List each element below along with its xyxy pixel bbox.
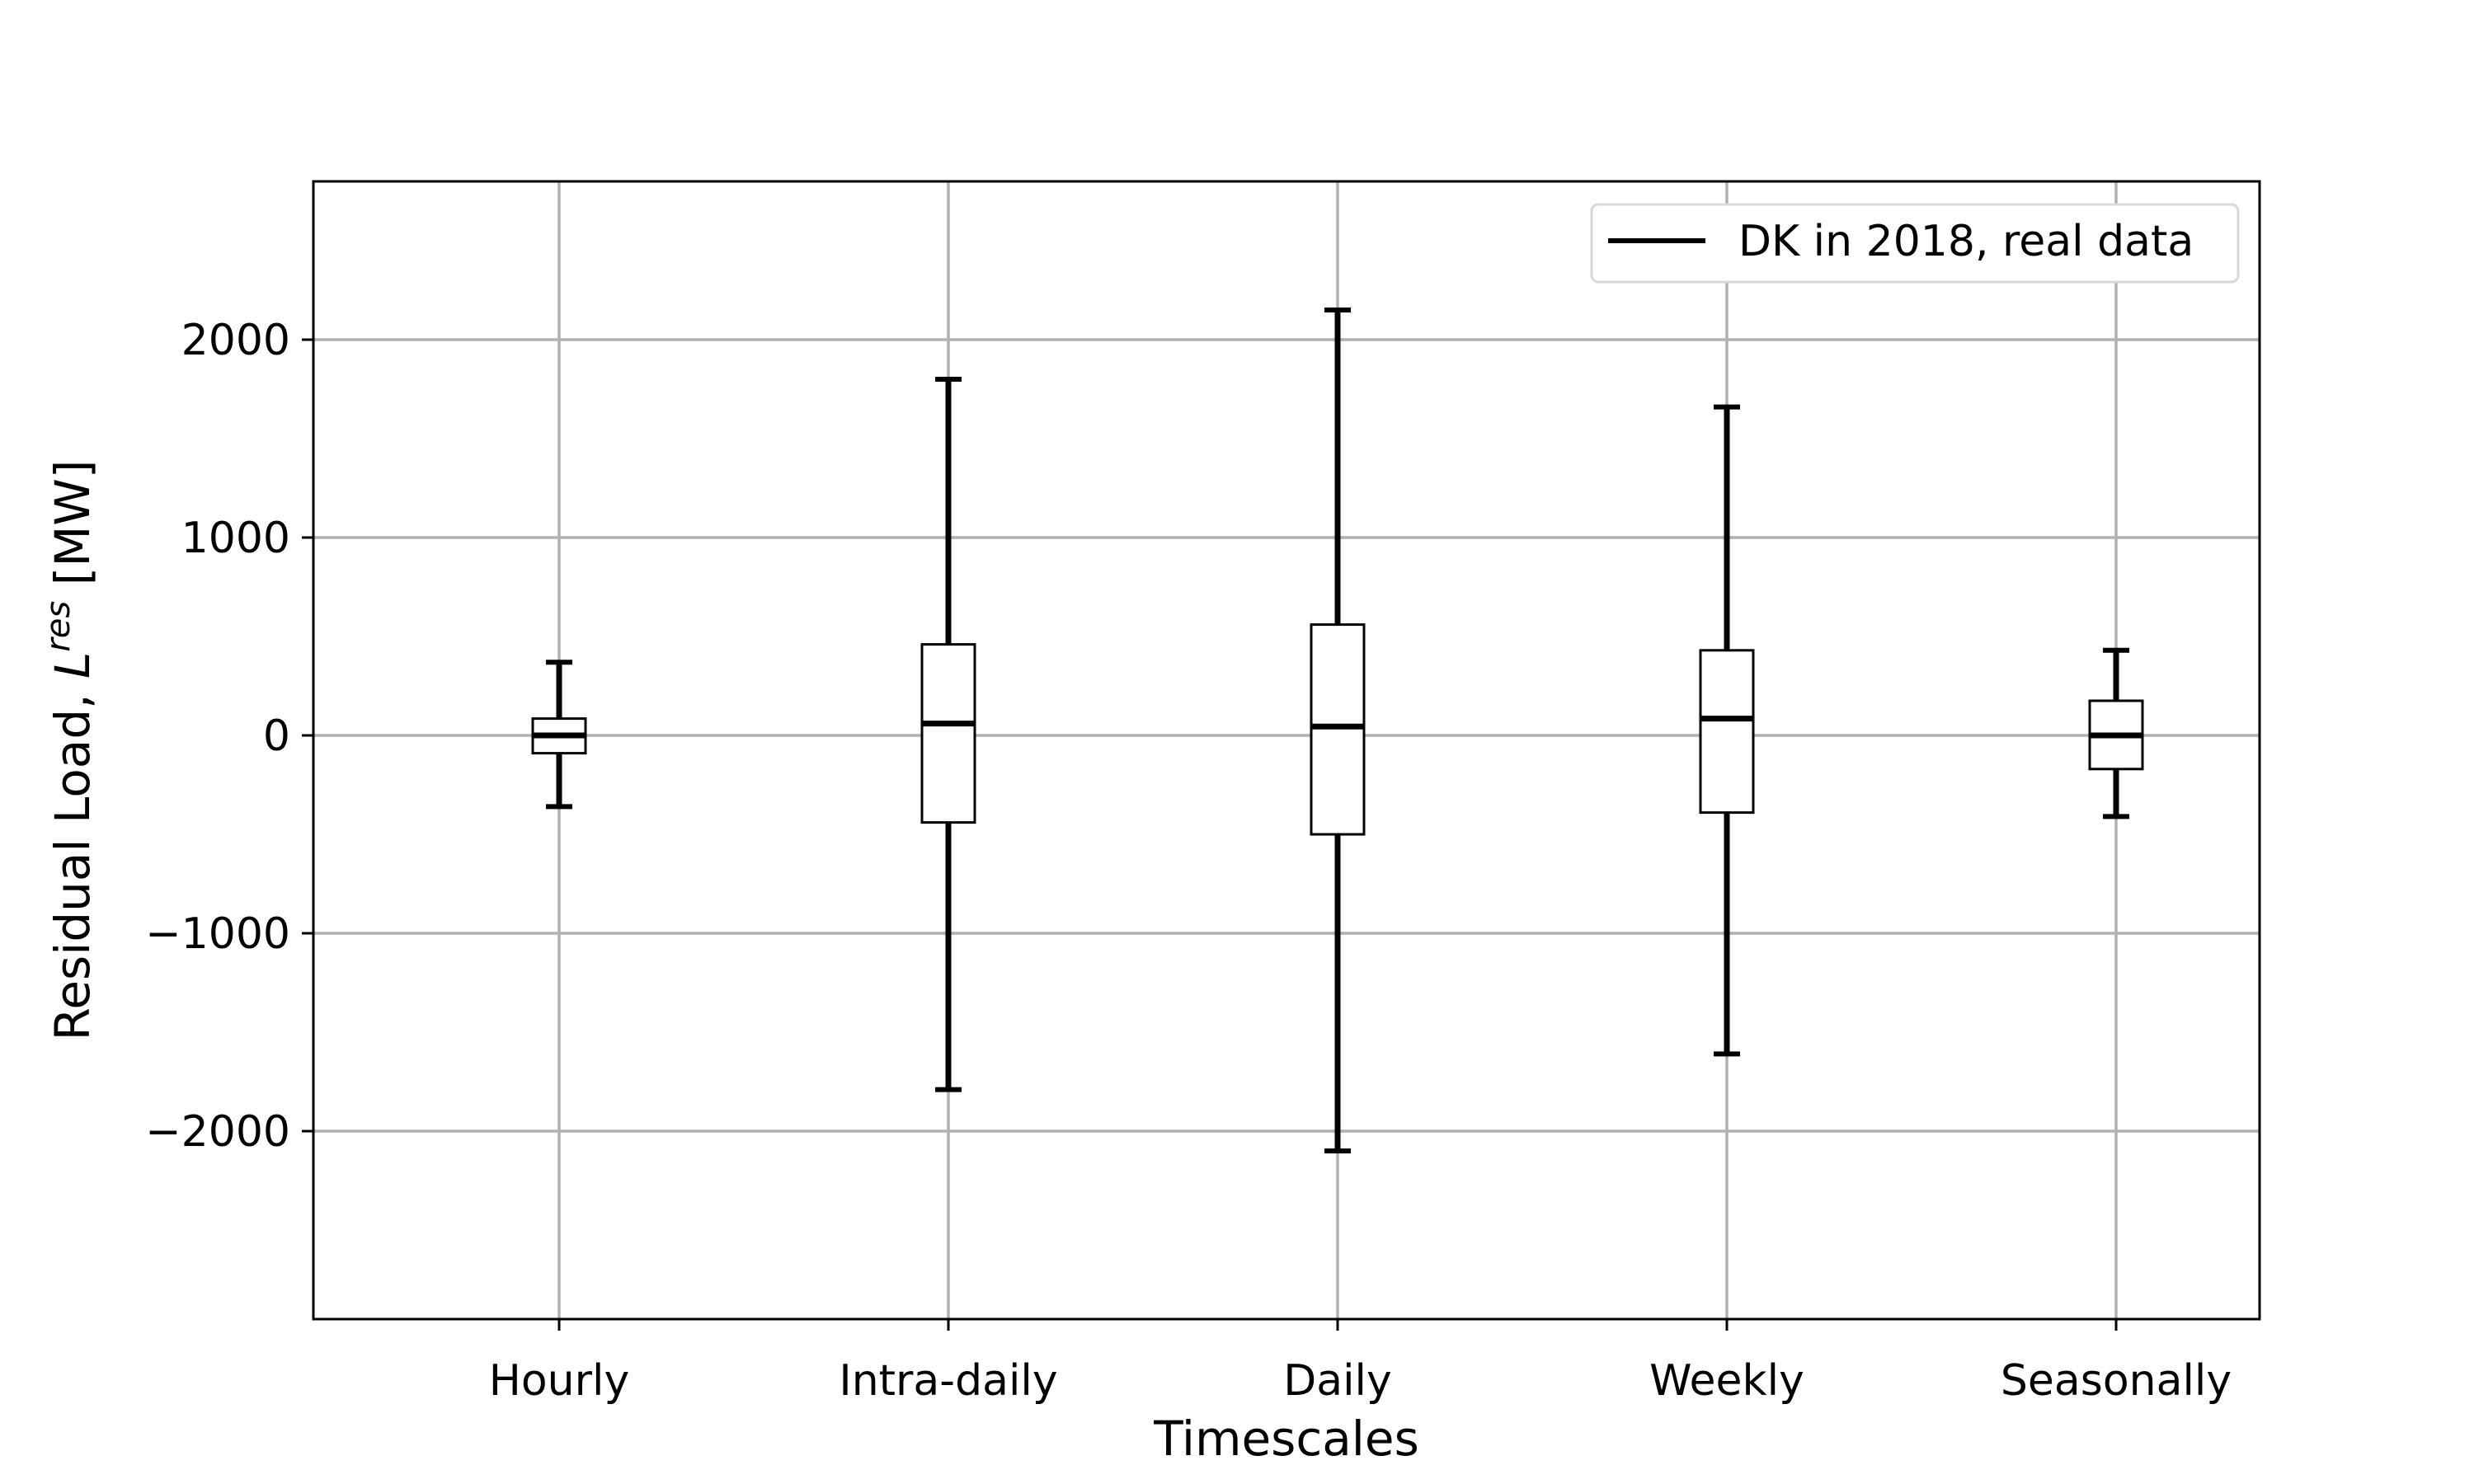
y-axis-label-unit: [MW]: [45, 460, 101, 601]
y-tick-label: −2000: [145, 1107, 290, 1157]
x-tick-label: Weekly: [1649, 1356, 1804, 1406]
legend-entry-label: DK in 2018, real data: [1738, 217, 2194, 266]
y-axis-label-symbol: L: [45, 652, 101, 679]
interquartile-box: [1699, 649, 1755, 815]
box-seasonally: [2088, 647, 2144, 819]
y-axis-label: Residual Load, Lres [MW]: [40, 460, 101, 1041]
y-axis-label-prefix: Residual Load,: [45, 679, 101, 1040]
box-weekly: [1699, 404, 1755, 1057]
y-tick-label: 1000: [181, 514, 290, 563]
interquartile-box: [1310, 623, 1366, 836]
x-axis-label: Timescales: [1153, 1411, 1419, 1467]
y-axis-label-superscript: res: [40, 601, 78, 652]
x-tick-label: Daily: [1283, 1356, 1392, 1406]
box-marks: [531, 308, 2144, 1153]
plot-area-frame: [312, 180, 2261, 1321]
axis-ticks: −2000 −1000 0 1000 2000 Hourly Intra-daily Dail…: [145, 316, 2232, 1406]
grid-lines: [313, 181, 2260, 1319]
box-daily: [1310, 308, 1366, 1153]
box-intra-daily: [920, 377, 976, 1092]
x-tick-label: Intra-daily: [839, 1356, 1057, 1406]
y-tick-label: −1000: [145, 909, 290, 959]
interquartile-box: [920, 643, 976, 824]
y-tick-label: 2000: [181, 316, 290, 365]
y-tick-label: 0: [263, 711, 290, 761]
legend-frame: [1590, 203, 2240, 284]
box-hourly: [531, 660, 587, 810]
legend: DK in 2018, real data: [1590, 203, 2240, 284]
x-tick-label: Seasonally: [2001, 1356, 2232, 1406]
x-tick-label: Hourly: [489, 1356, 629, 1406]
